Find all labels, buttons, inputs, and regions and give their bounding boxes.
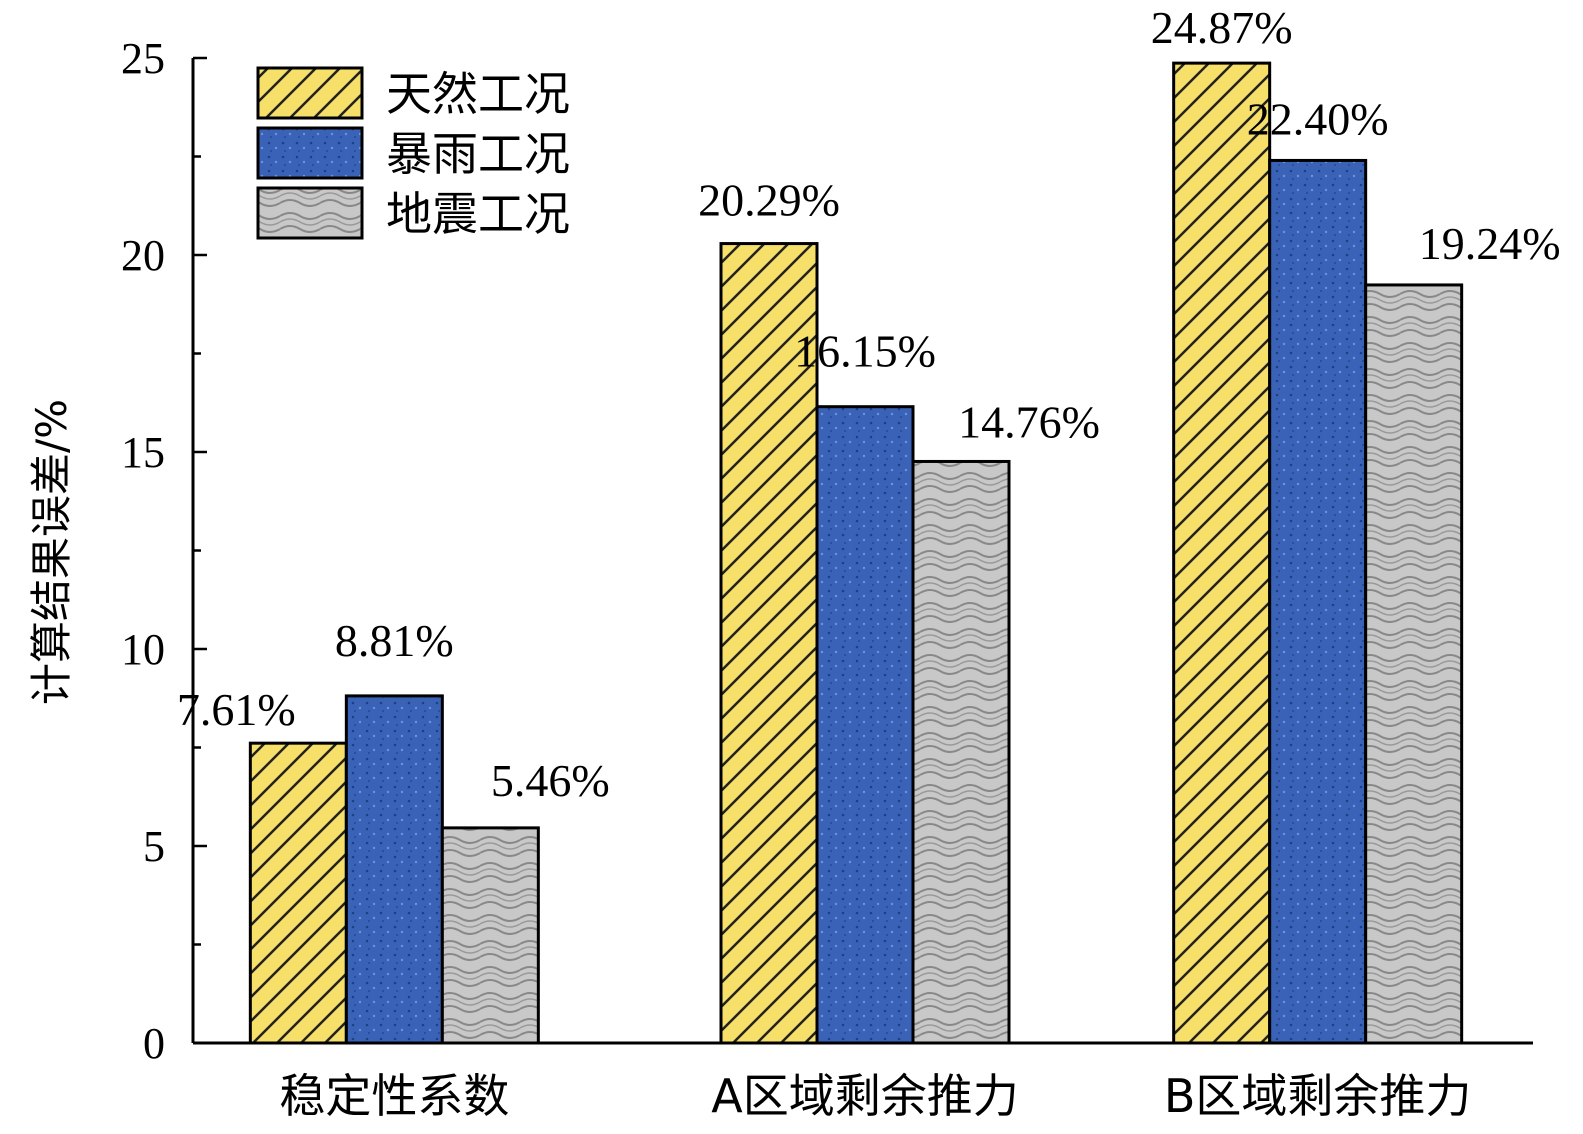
legend-swatch [256,126,364,180]
bar-2-2 [815,405,915,1045]
bar-1-3 [1172,61,1272,1045]
bar-3-3 [1364,283,1464,1045]
value-label: 20.29% [698,175,840,226]
axes: 0 5 10 15 20 25 稳定性系数 A区域剩余推力 B区域剩余推力 [121,34,1533,1123]
y-tick-label: 10 [121,625,165,674]
value-label: 8.81% [335,615,454,666]
x-category-label: A区域剩余推力 [711,1069,1018,1123]
x-category-label: B区域剩余推力 [1164,1069,1472,1123]
bar-2-1 [344,694,444,1045]
y-tick-label: 5 [143,822,165,871]
x-category-label: 稳定性系数 [279,1069,509,1123]
y-tick-label: 20 [121,231,165,280]
value-label: 19.24% [1419,218,1561,269]
bars-group [248,61,1464,1045]
y-tick-label: 0 [143,1019,165,1068]
y-axis-label: 计算结果误差/% [27,399,76,705]
value-label: 5.46% [491,755,610,806]
legend-label: 天然工况 [386,67,570,121]
legend-swatch [256,66,364,120]
bar-1-1 [248,741,348,1045]
value-labels-group: 7.61% 8.81% 5.46% 20.29% 16.15% 14.76% 24.87% 2… [177,2,1561,806]
legend-label: 暴雨工况 [386,127,570,181]
value-label: 22.40% [1247,93,1389,144]
y-tick-label: 15 [121,428,165,477]
bar-2-3 [1268,158,1368,1045]
value-label: 7.61% [177,684,296,735]
bar-1-2 [719,242,819,1045]
bar-3-1 [440,826,540,1045]
y-tick-label: 25 [121,34,165,83]
value-label: 24.87% [1151,2,1293,53]
bar-3-2 [911,459,1011,1045]
legend-swatch [256,186,364,240]
legend-label: 地震工况 [386,187,570,241]
value-label: 14.76% [958,396,1100,447]
value-label: 16.15% [794,326,936,377]
